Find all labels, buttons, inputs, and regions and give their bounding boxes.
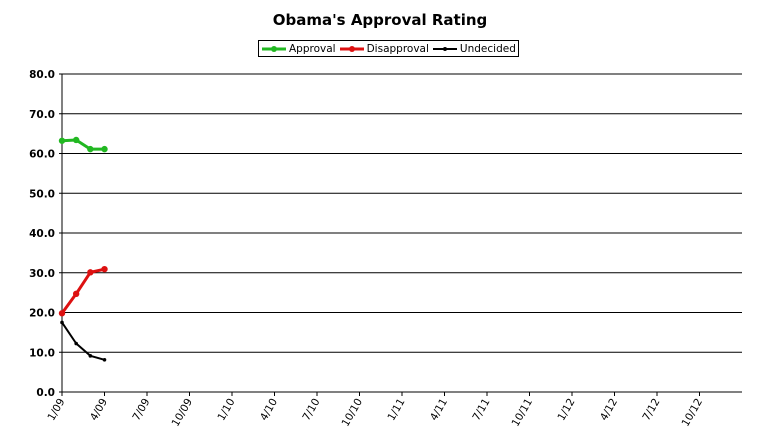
y-tick-label: 30.0 (29, 268, 55, 280)
data-point-disapproval (58, 310, 66, 317)
x-tick-label: 4/10 (258, 397, 280, 423)
x-tick-label: 1/12 (555, 397, 577, 423)
x-tick-label: 10/12 (680, 397, 706, 429)
y-tick-label: 50.0 (29, 188, 55, 200)
y-tick-label: 60.0 (29, 149, 55, 161)
chart-title: Obama's Approval Rating (272, 11, 488, 29)
legend-swatch (339, 45, 364, 52)
x-tick-label: 4/12 (598, 397, 620, 423)
x-tick-label: 1/10 (215, 397, 237, 423)
y-tick-label: 70.0 (29, 109, 55, 121)
x-tick-label: 1/11 (385, 397, 407, 423)
data-point-disapproval (101, 265, 108, 273)
data-point-undecided (60, 320, 64, 325)
x-tick-label: 4/11 (428, 397, 450, 423)
legend-item-disapproval: Disapproval (339, 43, 429, 55)
legend-swatch (262, 45, 286, 52)
x-tick-label: 7/11 (470, 397, 492, 423)
legend-label: Disapproval (366, 42, 429, 55)
series-line-disapproval (60, 267, 106, 315)
x-tick-label: 4/09 (88, 397, 110, 423)
y-tick-label: 40.0 (29, 228, 55, 240)
data-point-undecided (74, 341, 78, 346)
x-tick-label: 10/11 (510, 397, 536, 429)
legend-item-undecided: Undecided (432, 43, 516, 55)
x-tick-label: 1/09 (45, 397, 67, 423)
legend: Approval Disapproval Undecided (258, 40, 519, 57)
x-tick-label: 7/09 (130, 397, 152, 423)
y-tick-label: 10.0 (29, 347, 55, 359)
legend-swatch (432, 46, 457, 51)
y-tick-label: 80.0 (29, 69, 55, 81)
data-point-undecided (102, 358, 107, 362)
data-point-disapproval (72, 290, 80, 298)
x-tick-label: 7/12 (640, 397, 662, 423)
y-tick-label: 20.0 (29, 308, 55, 320)
x-tick-label: 7/10 (300, 397, 322, 423)
x-tick-label: 10/10 (340, 397, 366, 429)
data-point-approval (87, 145, 94, 153)
y-tick-label: 0.0 (36, 387, 55, 399)
series-line-approval (60, 138, 106, 151)
data-point-approval (72, 136, 80, 144)
data-point-approval (101, 145, 108, 153)
data-point-undecided (88, 354, 93, 358)
legend-label: Approval (289, 42, 336, 55)
x-tick-label: 10/09 (170, 397, 196, 429)
data-point-approval (58, 137, 66, 144)
legend-item-approval: Approval (261, 43, 336, 55)
legend-label: Undecided (459, 42, 516, 55)
data-point-disapproval (87, 269, 94, 276)
series-line-undecided (61, 321, 106, 361)
